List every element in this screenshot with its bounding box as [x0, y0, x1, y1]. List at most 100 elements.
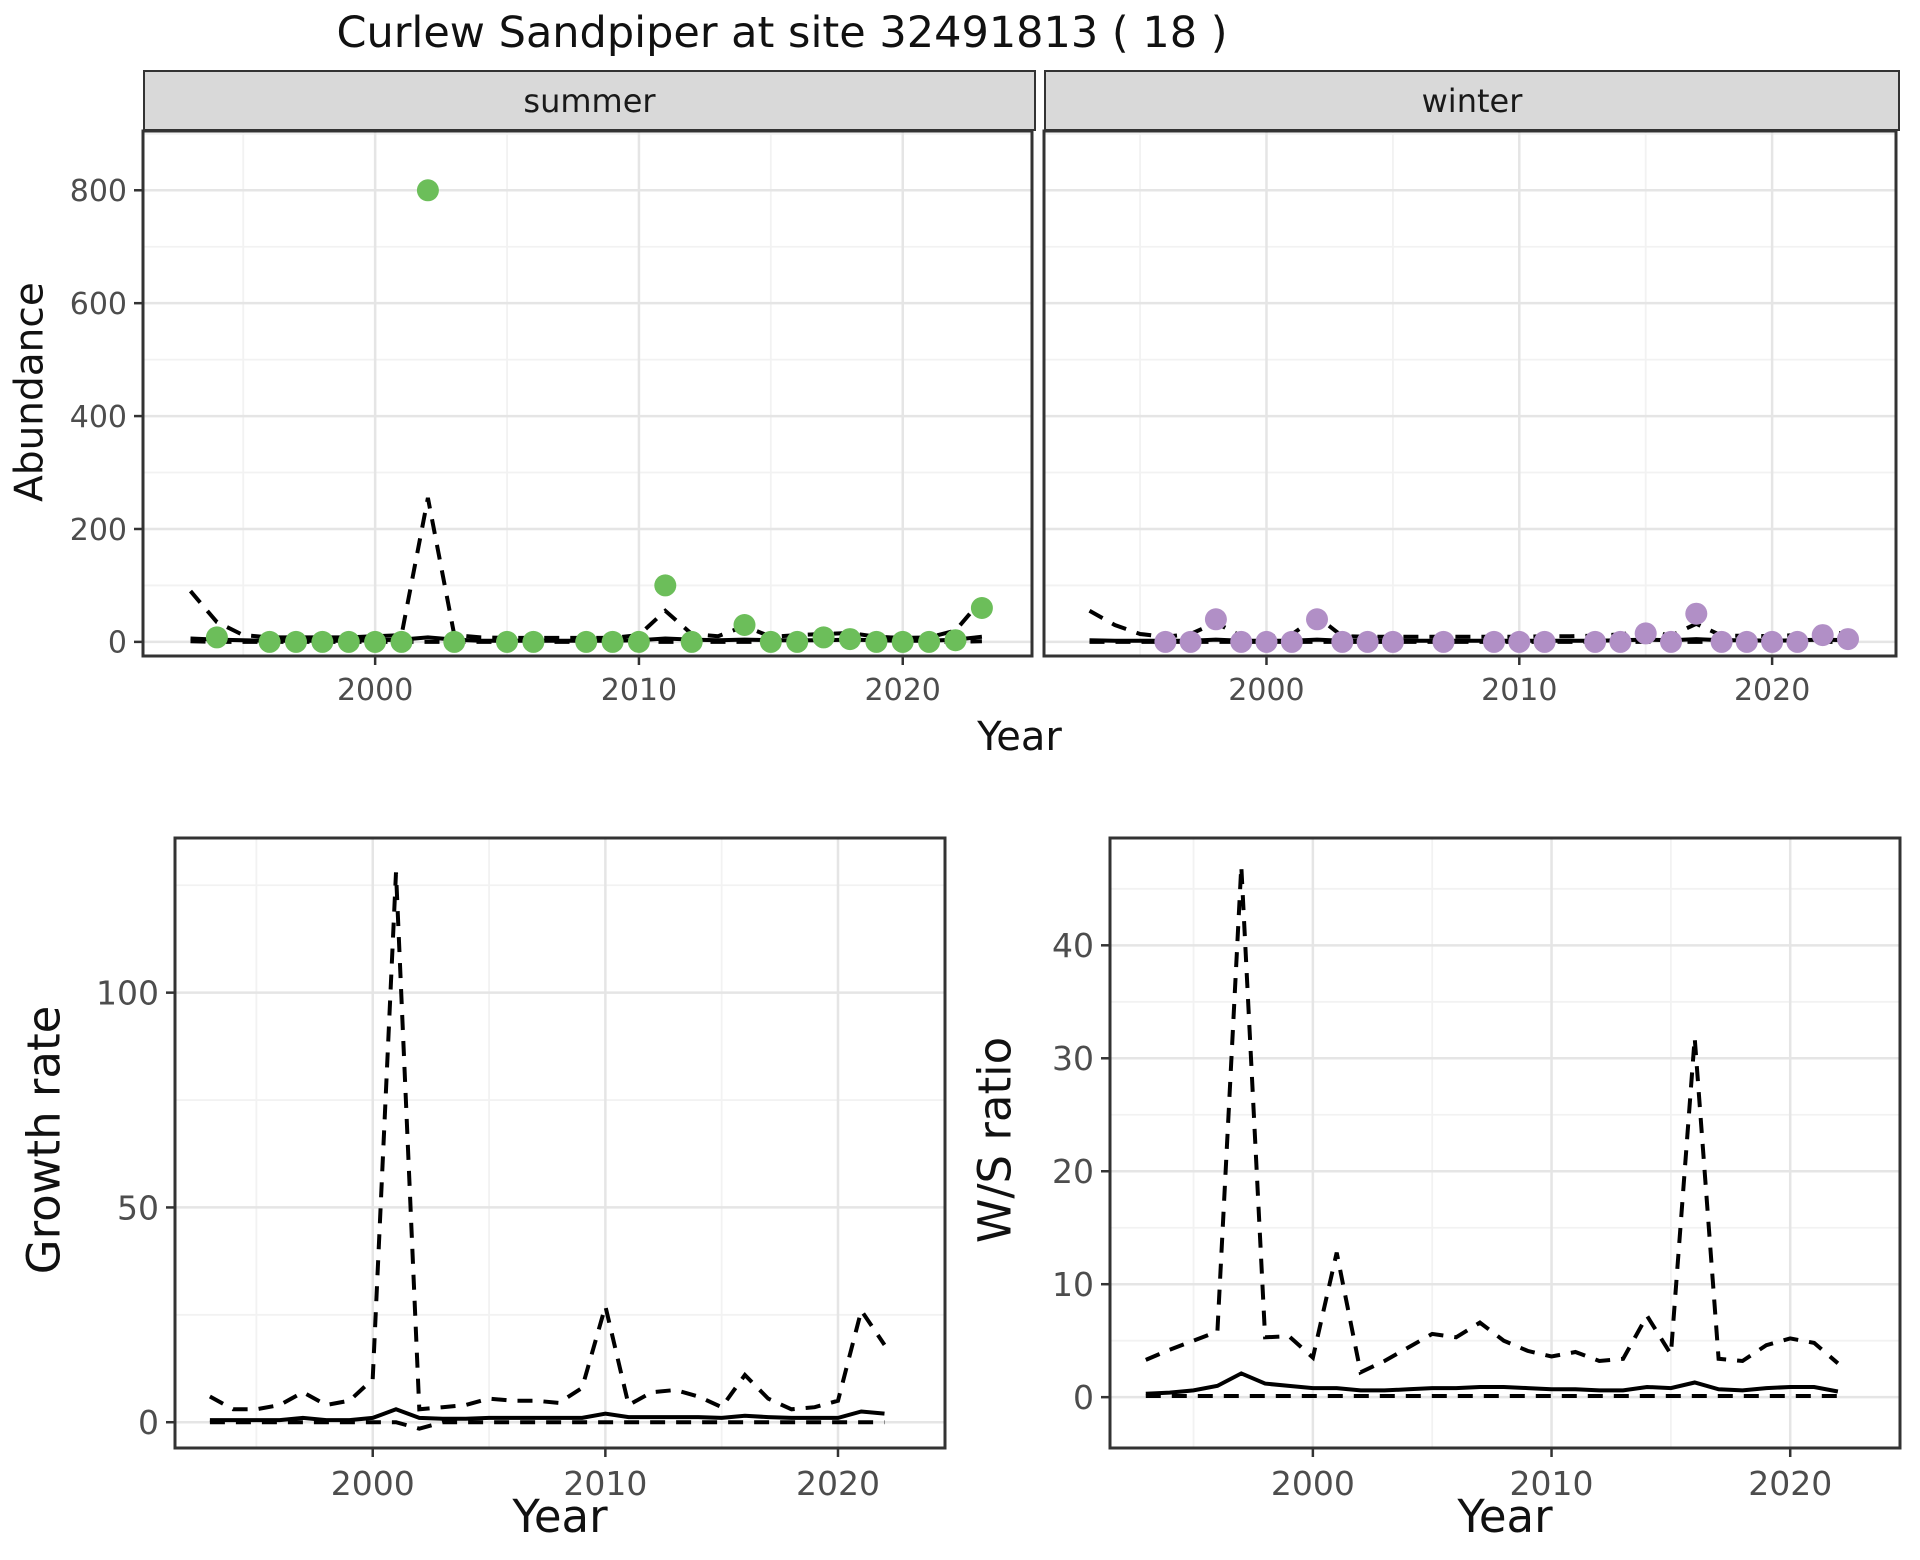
- data-point: [891, 630, 914, 653]
- data-point: [443, 630, 466, 653]
- panel-border: [141, 129, 1034, 658]
- growth-rate-plot: 2000 2010 2020 0 50 100: [96, 836, 947, 1503]
- y-tick-label: 20: [1052, 1152, 1094, 1191]
- data-point: [812, 626, 835, 649]
- winter-abundance-plot: 2000 2010 2020: [1042, 129, 1898, 708]
- y-tick-label: 10: [1052, 1265, 1094, 1304]
- ws-ratio-x-axis-label: Year: [1457, 1490, 1553, 1543]
- x-tick-label: 2010: [563, 1464, 647, 1503]
- y-tick-label: 100: [96, 974, 159, 1013]
- data-point: [285, 630, 307, 653]
- data-point: [970, 597, 993, 619]
- growth-rate-x-axis-label: Year: [512, 1490, 608, 1543]
- top-x-axis-label: Year: [977, 714, 1062, 760]
- x-tick-label: 2000: [337, 673, 413, 708]
- y-tick-label: 0: [1073, 1378, 1094, 1417]
- data-point: [627, 630, 650, 653]
- panel-border: [1042, 129, 1898, 658]
- data-point: [390, 630, 413, 653]
- data-point: [918, 630, 941, 653]
- x-tick-label: 2000: [1228, 673, 1304, 708]
- data-point: [1255, 630, 1278, 653]
- data-point: [1584, 630, 1607, 653]
- data-point: [1811, 624, 1834, 647]
- y-tick-label: 50: [117, 1188, 159, 1227]
- ws-ratio-plot: 2000 2010 2020 0 10 20 30 40: [1052, 836, 1902, 1503]
- panel-border: [173, 836, 947, 1450]
- data-point: [364, 630, 387, 653]
- data-point: [1837, 628, 1859, 651]
- panel-background: [175, 838, 945, 1448]
- data-point: [1609, 630, 1632, 653]
- data-point: [1432, 630, 1455, 653]
- x-tick-label: 2000: [1271, 1464, 1355, 1503]
- data-point: [1280, 630, 1303, 653]
- x-tick-label: 2010: [1481, 673, 1557, 708]
- y-tick-label: 400: [70, 400, 127, 435]
- x-tick-label: 2000: [331, 1464, 415, 1503]
- y-tick-label: 40: [1052, 926, 1094, 965]
- x-tick-label: 2020: [796, 1464, 880, 1503]
- data-point: [1179, 630, 1202, 653]
- x-tick-label: 2020: [865, 673, 941, 708]
- x-tick-label: 2020: [1748, 1464, 1832, 1503]
- data-point: [1306, 608, 1328, 631]
- y-tick-label: 0: [108, 626, 127, 661]
- data-point: [337, 630, 360, 653]
- y-tick-label: 200: [70, 513, 127, 548]
- data-point: [1533, 630, 1556, 653]
- y-tick-label: 800: [70, 174, 127, 209]
- data-point: [1685, 602, 1708, 625]
- estimate-line: [1145, 1371, 1839, 1396]
- upper-ci-line: [208, 872, 887, 1412]
- y-tick-label: 600: [70, 287, 127, 322]
- data-point: [1356, 630, 1379, 653]
- data-point: [1154, 630, 1177, 653]
- data-point: [522, 630, 545, 653]
- data-point: [786, 630, 809, 653]
- data-point: [575, 630, 598, 653]
- data-point: [1204, 608, 1227, 631]
- data-point: [865, 630, 888, 653]
- facet-strip-winter: winter: [1044, 70, 1900, 131]
- data-point: [496, 630, 518, 653]
- data-point: [205, 626, 228, 649]
- data-point: [1761, 630, 1784, 653]
- data-point: [680, 630, 703, 653]
- growth-rate-y-axis-label: Growth rate: [17, 1005, 71, 1275]
- lower-ci-line: [209, 1420, 885, 1431]
- abundance-y-axis-label: Abundance: [7, 282, 53, 502]
- y-tick-label: 30: [1052, 1039, 1094, 1078]
- data-point: [1230, 630, 1253, 653]
- estimate-line: [209, 1407, 885, 1423]
- data-point: [759, 630, 782, 653]
- data-point: [1483, 630, 1505, 653]
- data-point: [1381, 630, 1404, 653]
- data-point: [839, 628, 861, 651]
- panel-border: [1108, 836, 1902, 1450]
- data-point: [944, 629, 967, 652]
- panel-background: [1044, 131, 1896, 656]
- data-point: [601, 630, 624, 653]
- data-point: [258, 630, 281, 653]
- summer-abundance-plot: 2000 2010 2020 0 200 400 600 800: [70, 129, 1034, 708]
- data-point: [1331, 630, 1354, 653]
- data-point: [1786, 630, 1809, 653]
- facet-strip-summer: summer: [143, 70, 1036, 131]
- data-point: [416, 179, 439, 202]
- data-point: [1634, 622, 1657, 645]
- x-tick-label: 2010: [1510, 1464, 1594, 1503]
- ws-ratio-y-axis-label: W/S ratio: [968, 1036, 1022, 1244]
- data-point: [1660, 630, 1682, 653]
- data-point: [733, 614, 756, 636]
- data-point: [311, 630, 334, 653]
- data-point: [1508, 630, 1531, 653]
- upper-ci-line: [1145, 866, 1840, 1376]
- x-tick-label: 2010: [601, 673, 677, 708]
- chart-title: Curlew Sandpiper at site 32491813 ( 18 ): [336, 8, 1228, 58]
- panel-background: [143, 131, 1032, 656]
- y-tick-label: 0: [138, 1403, 159, 1442]
- x-tick-label: 2020: [1734, 673, 1810, 708]
- data-point: [1710, 630, 1733, 653]
